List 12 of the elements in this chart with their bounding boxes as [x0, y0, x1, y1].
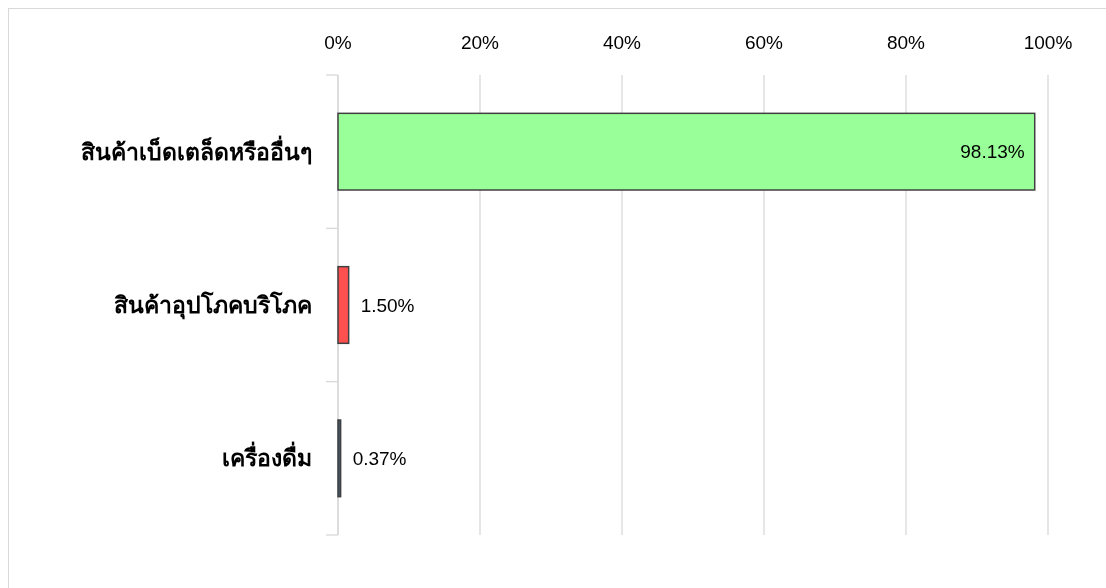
x-tick-label: 0%	[324, 31, 352, 53]
x-tick-label: 40%	[602, 31, 642, 53]
y-tick-label: สินค้าอุปโภคบริโภค	[114, 291, 312, 320]
data-label: 98.13%	[960, 141, 1025, 163]
x-tick-label: 100%	[1023, 31, 1073, 53]
data-label: 1.50%	[360, 294, 415, 316]
y-tick-label: เครื่องดื่ม	[222, 441, 312, 472]
y-tick-label: สินค้าเบ็ดเตล็ดหรืออื่นๆ	[81, 134, 312, 165]
x-tick-label: 20%	[460, 31, 500, 53]
data-label: 0.37%	[352, 447, 407, 469]
x-tick-label: 60%	[744, 31, 784, 53]
x-tick-label: 80%	[886, 31, 926, 53]
